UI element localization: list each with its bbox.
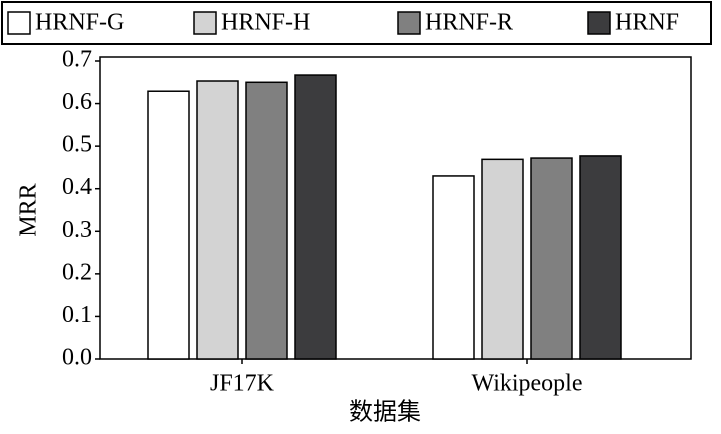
- bar: [530, 157, 573, 360]
- x-axis-label: 数据集: [349, 399, 421, 426]
- y-tick-label: 0.2: [62, 259, 92, 285]
- y-tick-label: 0.0: [62, 345, 92, 371]
- y-axis-label: MRR: [16, 183, 42, 236]
- x-tick-label: JF17K: [210, 371, 275, 397]
- y-tick-label: 0.3: [62, 217, 92, 243]
- bar: [147, 90, 190, 360]
- y-tick-label: 0.1: [62, 302, 92, 328]
- bar: [579, 155, 622, 360]
- legend-label: HRNF-R: [425, 10, 513, 36]
- bar: [432, 175, 475, 360]
- legend-label: HRNF-G: [35, 10, 124, 36]
- legend-box: [1, 1, 712, 45]
- y-tick-label: 0.7: [62, 47, 92, 73]
- legend-label: HRNF-H: [221, 10, 310, 36]
- y-tick-label: 0.6: [62, 89, 92, 115]
- legend-swatch: [193, 11, 217, 35]
- bar: [481, 158, 524, 360]
- x-tick-label: Wikipeople: [472, 371, 583, 397]
- plot-frame: [99, 56, 692, 360]
- legend-swatch: [397, 11, 421, 35]
- legend-swatch: [7, 11, 31, 35]
- bar: [196, 80, 239, 360]
- legend-label: HRNF: [615, 10, 679, 36]
- legend-swatch: [587, 11, 611, 35]
- bar: [245, 81, 288, 360]
- y-tick-label: 0.4: [62, 174, 92, 200]
- y-tick-label: 0.5: [62, 132, 92, 158]
- bar: [294, 74, 337, 360]
